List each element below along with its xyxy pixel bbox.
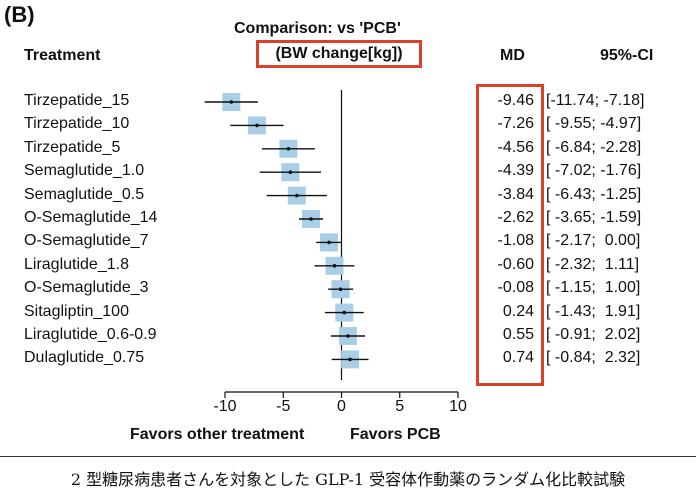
ci-value: [ -1.15; 1.00]: [546, 279, 641, 297]
treatment-label: Tirzepatide_5: [24, 138, 121, 156]
estimate-point: [309, 217, 313, 221]
treatment-label: Tirzepatide_15: [24, 92, 130, 109]
treatment-label: O-Semaglutide_7: [24, 232, 149, 250]
ci-value: [ -3.65; -1.59]: [546, 209, 642, 226]
treatment-label: Liraglutide_0.6-0.9: [24, 326, 157, 343]
ci-value: [ -0.91; 2.02]: [546, 326, 641, 343]
ci-value: [ -2.17; 0.00]: [546, 232, 641, 250]
estimate-point: [229, 100, 234, 104]
estimate-point: [346, 334, 350, 338]
md-value: -0.08: [497, 279, 534, 297]
treatment-label: Dulaglutide_0.75: [24, 349, 145, 367]
md-value: -4.56: [497, 138, 534, 156]
x-tick-label: 10: [449, 398, 467, 415]
md-header: MD: [500, 47, 525, 64]
md-value: 0.24: [502, 302, 534, 320]
estimate-point: [255, 123, 259, 128]
md-value: -3.84: [497, 185, 534, 203]
x-tick-label: -10: [213, 398, 237, 415]
chart-subtitle: (BW change[kg]): [256, 40, 422, 68]
estimate-point: [348, 357, 352, 362]
estimate-point: [288, 170, 293, 174]
x-label-left: Favors other treatment: [130, 426, 305, 443]
caption-divider: [0, 456, 696, 457]
x-tick-label: -5: [276, 398, 291, 415]
ci-value: [ -2.32; 1.11]: [546, 255, 640, 273]
ci-value: [ -0.84; 2.32]: [546, 349, 641, 367]
x-tick-label: 5: [395, 398, 405, 415]
panel-label: (B): [4, 2, 35, 27]
ci-value: [ -1.43; 1.91]: [546, 302, 641, 320]
md-value: -7.26: [497, 115, 534, 133]
md-value: -0.60: [497, 255, 534, 273]
estimate-point: [294, 193, 299, 198]
treatment-label: Semaglutide_1.0: [24, 162, 145, 180]
x-label-right: Favors PCB: [350, 426, 441, 443]
md-value: -9.46: [497, 92, 534, 109]
treatment-label: Sitagliptin_100: [24, 302, 129, 320]
treatment-header: Treatment: [24, 47, 101, 64]
md-value: 0.55: [502, 326, 534, 343]
treatment-label: O-Semaglutide_14: [24, 209, 158, 226]
md-highlight-box: [476, 84, 544, 386]
md-value: -2.62: [497, 209, 534, 226]
estimate-point: [327, 240, 331, 245]
ci-value: [ -7.02; -1.76]: [546, 162, 642, 180]
ci-value: [-11.74; -7.18]: [546, 92, 645, 109]
md-value: -1.08: [497, 232, 534, 250]
ci-value: [ -6.84; -2.28]: [546, 138, 642, 156]
x-tick-label: 0: [337, 398, 346, 415]
ci-header: 95%-CI: [600, 47, 654, 64]
treatment-label: O-Semaglutide_3: [24, 279, 149, 297]
md-value: 0.74: [502, 349, 534, 367]
estimate-point: [342, 310, 347, 315]
caption: 2 型糖尿病患者さんを対象とした GLP-1 受容体作動薬のランダム化比較試験: [70, 470, 626, 489]
md-value: -4.39: [497, 162, 534, 180]
estimate-point: [332, 264, 337, 268]
estimate-point: [286, 147, 291, 151]
treatment-label: Semaglutide_0.5: [24, 185, 145, 203]
chart-title: Comparison: vs 'PCB': [234, 20, 401, 37]
ci-value: [ -6.43; -1.25]: [546, 185, 642, 203]
treatment-label: Liraglutide_1.8: [24, 255, 129, 273]
treatment-label: Tirzepatide_10: [24, 115, 130, 133]
ci-value: [ -9.55; -4.97]: [546, 115, 642, 133]
estimate-point: [338, 287, 343, 292]
